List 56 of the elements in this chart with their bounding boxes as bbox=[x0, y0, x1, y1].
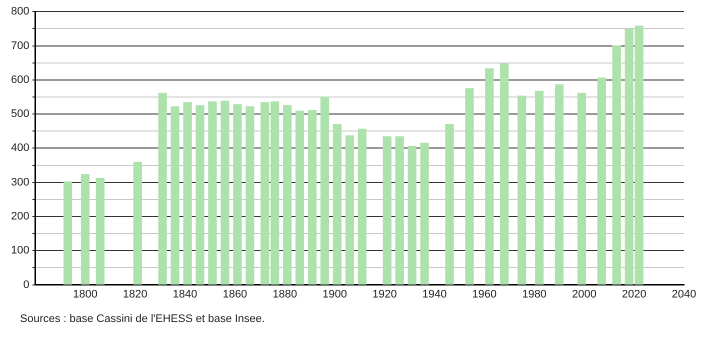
x-tick-label: 2020 bbox=[622, 288, 646, 300]
bar bbox=[500, 64, 509, 285]
bar bbox=[320, 96, 330, 285]
y-tick-label: 500 bbox=[10, 108, 30, 120]
y-tick-label: 200 bbox=[10, 210, 30, 223]
bar bbox=[597, 78, 606, 285]
bar bbox=[183, 102, 192, 285]
bar bbox=[382, 136, 392, 285]
x-tick-label: 1800 bbox=[73, 288, 98, 300]
bar bbox=[485, 68, 494, 285]
bar bbox=[445, 124, 454, 285]
x-tick-label: 2040 bbox=[672, 288, 696, 300]
bar bbox=[534, 90, 544, 285]
bar bbox=[283, 105, 292, 285]
x-tick-label: 1840 bbox=[172, 288, 198, 300]
x-tick-label: 2000 bbox=[572, 288, 596, 300]
y-tick-label: 0 bbox=[23, 278, 30, 291]
bar bbox=[158, 92, 167, 285]
x-tick-label: 1960 bbox=[472, 288, 497, 300]
x-tick-label: 1860 bbox=[222, 288, 248, 300]
bar bbox=[133, 162, 142, 285]
x-tick-label: 1940 bbox=[422, 288, 447, 300]
y-tick-label: 600 bbox=[10, 74, 30, 86]
x-tick-label: 1900 bbox=[322, 288, 347, 300]
x-tick-label: 1820 bbox=[122, 288, 148, 300]
bar bbox=[308, 110, 317, 285]
bar bbox=[554, 84, 564, 285]
bar bbox=[295, 110, 304, 285]
y-tick-label: 700 bbox=[10, 40, 30, 52]
bar bbox=[96, 178, 105, 285]
bar bbox=[233, 104, 242, 285]
source-note: Sources : base Cassini de l'EHESS et base Insee. bbox=[20, 313, 266, 325]
bar bbox=[612, 45, 621, 285]
bar bbox=[465, 88, 474, 285]
bar bbox=[332, 124, 342, 285]
bar bbox=[408, 146, 416, 285]
bar bbox=[170, 106, 180, 285]
bar bbox=[577, 92, 586, 285]
x-tick-label: 1980 bbox=[522, 288, 547, 300]
bar bbox=[246, 106, 254, 285]
y-tick-label: 100 bbox=[10, 244, 30, 257]
y-tick-label: 800 bbox=[10, 6, 30, 18]
bar bbox=[420, 142, 429, 285]
bar bbox=[358, 128, 366, 285]
x-tick-label: 1880 bbox=[272, 288, 298, 300]
bar bbox=[518, 96, 526, 285]
bar bbox=[196, 105, 204, 285]
bar bbox=[63, 181, 72, 285]
bar bbox=[220, 100, 230, 285]
bar bbox=[395, 136, 404, 285]
bar bbox=[345, 135, 354, 285]
y-tick-label: 400 bbox=[10, 142, 30, 154]
bar bbox=[80, 174, 90, 285]
x-tick-label: 1920 bbox=[372, 288, 397, 300]
bar bbox=[208, 101, 217, 285]
y-tick-label: 300 bbox=[10, 176, 30, 188]
